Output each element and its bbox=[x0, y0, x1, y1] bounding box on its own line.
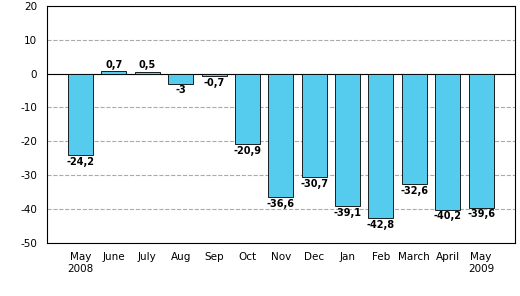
Bar bbox=[435, 74, 460, 210]
Bar bbox=[402, 74, 427, 184]
Bar bbox=[368, 74, 394, 218]
Text: 0,5: 0,5 bbox=[139, 60, 156, 70]
Text: -39,6: -39,6 bbox=[467, 209, 495, 219]
Text: -42,8: -42,8 bbox=[367, 220, 395, 230]
Text: 0,7: 0,7 bbox=[106, 59, 123, 70]
Bar bbox=[68, 74, 93, 155]
Bar bbox=[135, 72, 160, 74]
Text: -24,2: -24,2 bbox=[67, 157, 95, 167]
Bar bbox=[202, 74, 227, 76]
Bar bbox=[168, 74, 193, 84]
Bar bbox=[302, 74, 327, 177]
Text: -36,6: -36,6 bbox=[267, 199, 295, 209]
Bar bbox=[101, 71, 126, 74]
Text: -20,9: -20,9 bbox=[233, 146, 262, 156]
Text: -32,6: -32,6 bbox=[400, 186, 428, 196]
Text: -30,7: -30,7 bbox=[300, 179, 328, 189]
Bar bbox=[268, 74, 293, 197]
Text: -0,7: -0,7 bbox=[203, 78, 225, 88]
Text: -40,2: -40,2 bbox=[434, 211, 462, 221]
Text: -3: -3 bbox=[175, 86, 186, 95]
Bar bbox=[469, 74, 493, 207]
Text: -39,1: -39,1 bbox=[333, 207, 361, 218]
Bar bbox=[335, 74, 360, 206]
Bar bbox=[235, 74, 260, 144]
